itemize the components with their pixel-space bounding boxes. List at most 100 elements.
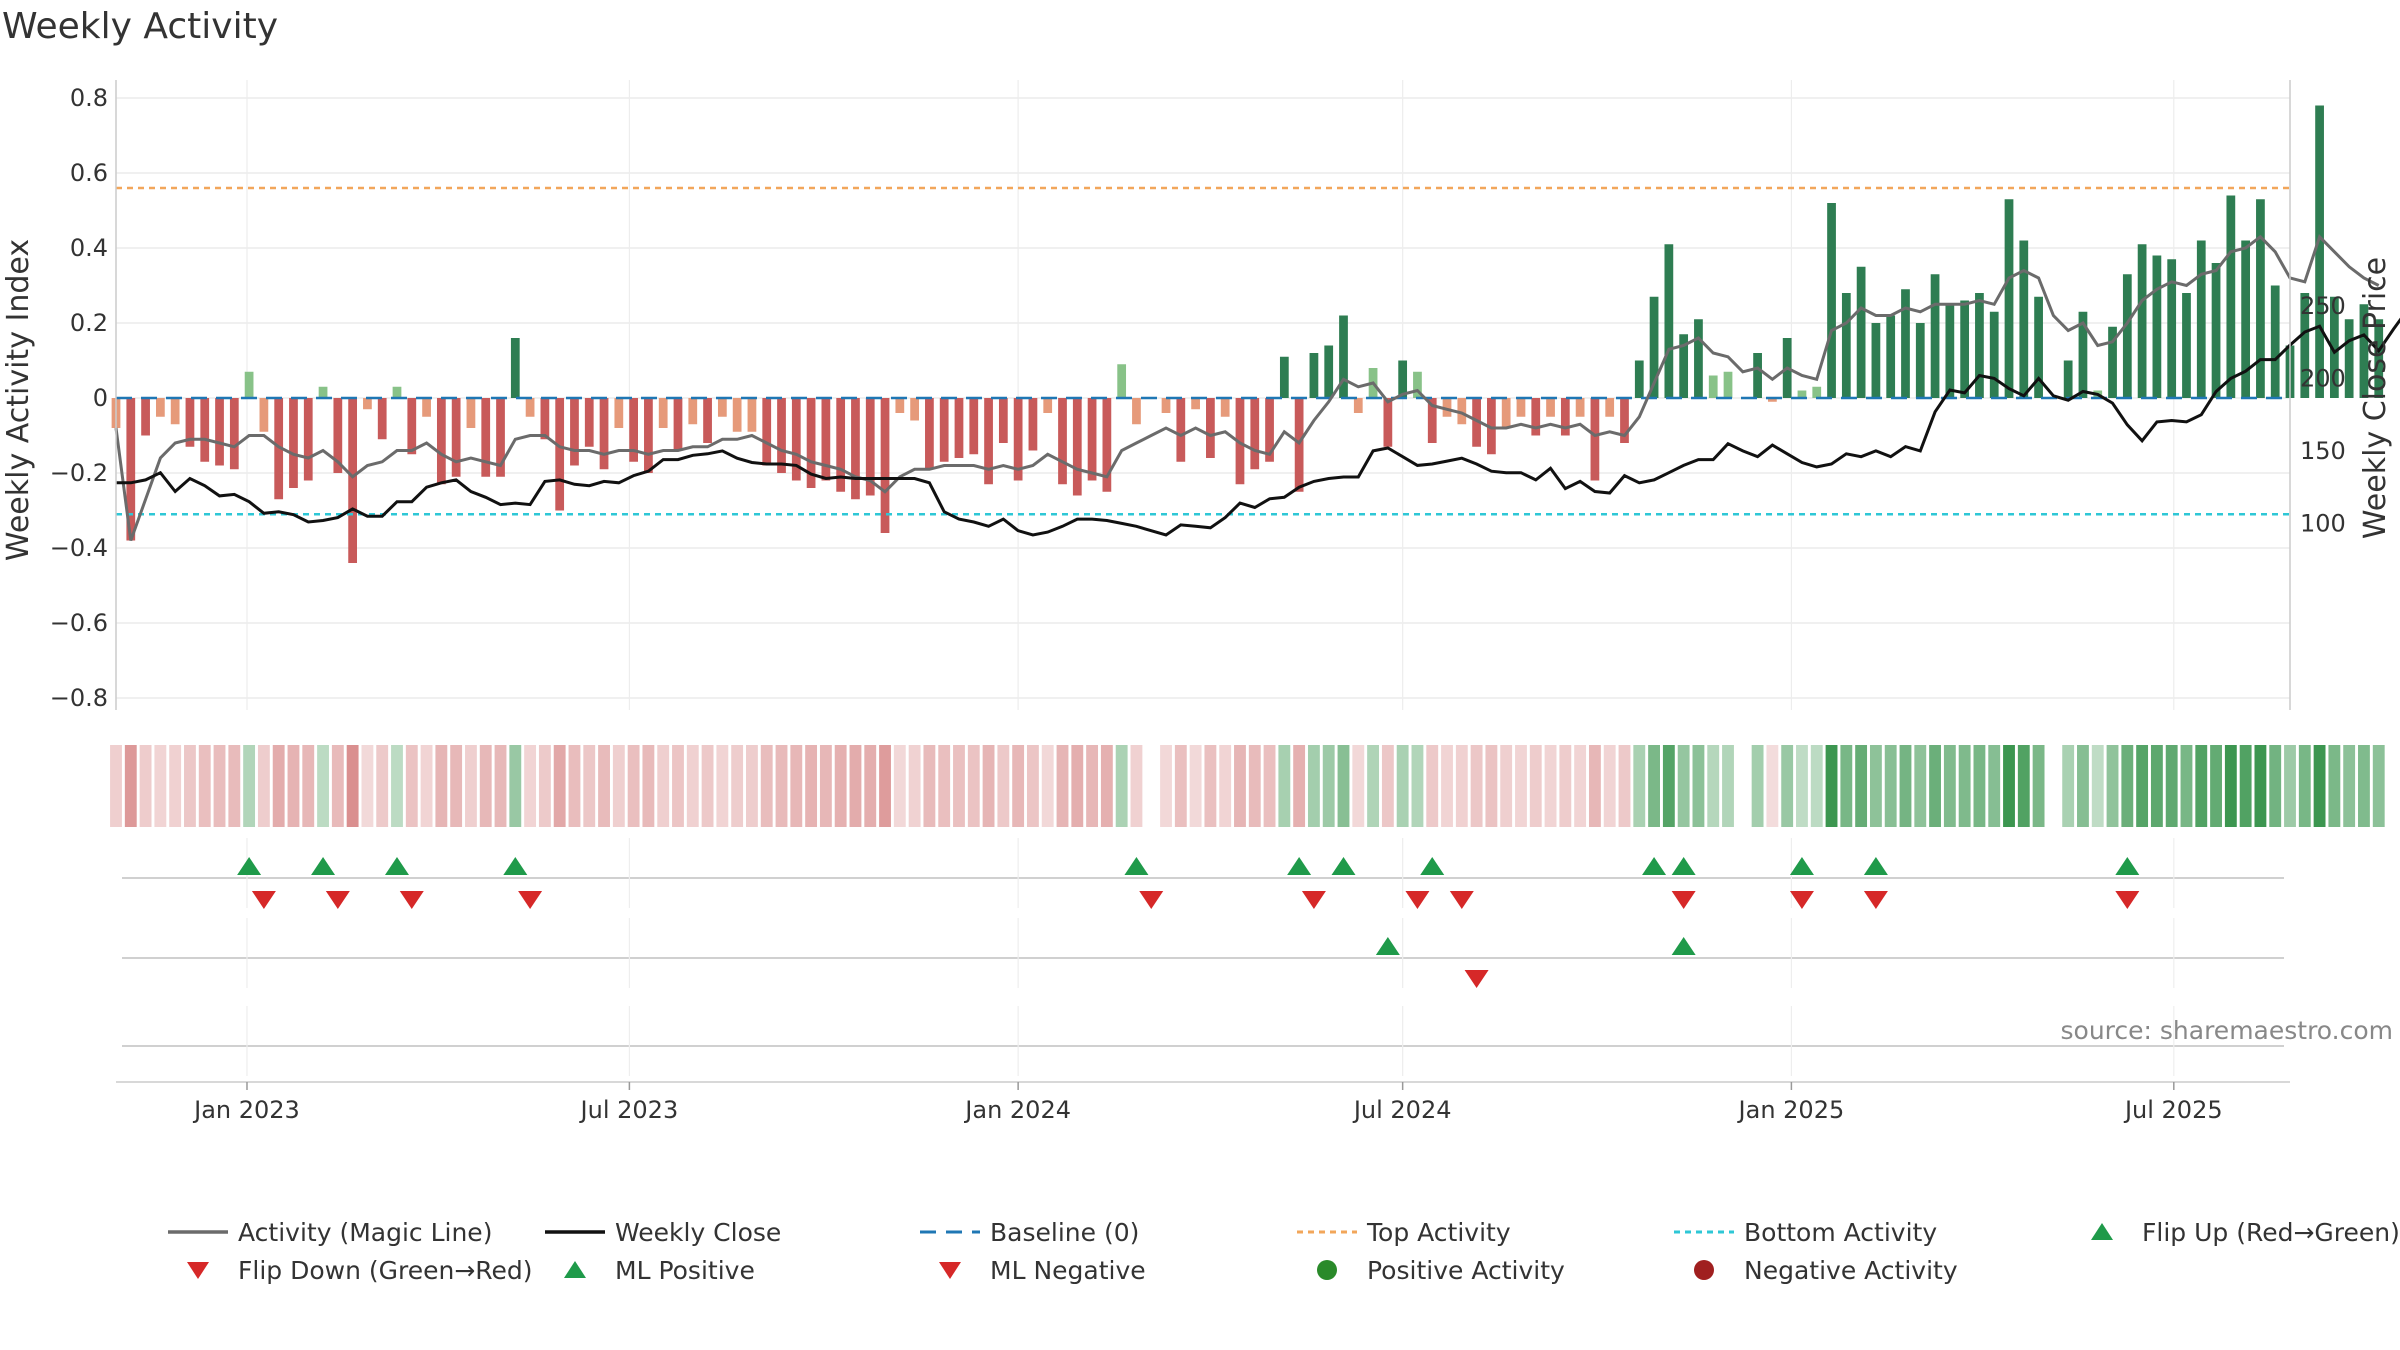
heat-cell	[2224, 745, 2237, 827]
activity-bar	[451, 398, 461, 477]
activity-bar	[629, 398, 638, 462]
y-tick-label: 0.8	[70, 84, 108, 112]
heat-cell	[953, 745, 965, 827]
activity-bar	[570, 398, 579, 466]
heat-cell	[923, 745, 936, 827]
heat-cell	[2313, 745, 2326, 827]
heat-cell	[1840, 745, 1853, 827]
activity-bar	[1427, 398, 1437, 443]
legend-label: Weekly Close	[615, 1218, 781, 1247]
activity-bar	[584, 398, 594, 447]
activity-bar	[215, 398, 224, 466]
heat-cell	[568, 745, 581, 827]
flip-down-marker	[1405, 891, 1430, 909]
activity-bar	[540, 398, 550, 440]
y2-tick-label: 100	[2300, 509, 2346, 537]
activity-bar	[2270, 285, 2280, 398]
activity-bar	[1442, 398, 1452, 417]
flip-down-marker	[251, 891, 276, 909]
y-tick-label: 0.6	[70, 159, 108, 187]
heat-cell	[1293, 745, 1306, 827]
heat-cell	[1825, 745, 1838, 827]
y-tick-label: −0.6	[50, 609, 108, 637]
activity-bar	[318, 386, 328, 398]
heat-cell	[184, 745, 196, 827]
x-tick-label: Jul 2023	[579, 1096, 679, 1124]
activity-bar	[1975, 293, 1984, 398]
activity-bar	[717, 398, 727, 417]
activity-bar	[1206, 398, 1215, 458]
activity-bar	[2063, 360, 2073, 398]
activity-bar	[1546, 398, 1555, 417]
legend-label: Activity (Magic Line)	[238, 1218, 492, 1247]
heat-cell	[627, 745, 640, 827]
y-tick-label: 0	[93, 384, 108, 412]
activity-bar	[200, 398, 210, 462]
heat-cell	[2254, 745, 2267, 827]
activity-bar	[1413, 371, 1422, 398]
heat-cell	[154, 745, 167, 827]
heat-cell	[2269, 745, 2282, 827]
activity-bar	[2226, 195, 2236, 398]
heat-cell	[1381, 745, 1394, 827]
x-tick-label: Jan 2025	[1737, 1096, 1845, 1124]
activity-bar	[2004, 199, 2014, 398]
heat-cell	[287, 745, 300, 827]
heat-cell	[1100, 745, 1113, 827]
activity-bar	[732, 398, 742, 432]
heat-cell	[2298, 745, 2311, 827]
heat-cell	[1529, 745, 1542, 827]
activity-bar	[806, 398, 816, 488]
activity-bar	[1856, 266, 1866, 398]
activity-bar	[2344, 319, 2354, 398]
activity-bar	[880, 398, 890, 533]
activity-bar	[1753, 353, 1762, 398]
activity-bar	[289, 398, 298, 488]
heat-cell	[257, 745, 270, 827]
heat-cell	[213, 745, 226, 827]
flip-up-marker	[1287, 857, 1312, 875]
heat-cell	[598, 745, 610, 827]
heat-cell	[1988, 745, 2001, 827]
heat-cell	[642, 745, 655, 827]
activity-bar	[1487, 398, 1496, 455]
heat-cell	[2343, 745, 2356, 827]
heat-cell	[1012, 745, 1025, 827]
activity-bar	[1058, 398, 1067, 485]
flip-up-marker	[1420, 857, 1445, 875]
flip-down-marker	[1301, 891, 1326, 909]
heat-cell	[864, 745, 877, 827]
heat-cell	[1707, 745, 1720, 827]
heat-cell	[938, 745, 951, 827]
heat-cell	[1485, 745, 1498, 827]
legend-item: Flip Up (Red→Green)	[2091, 1218, 2400, 1247]
flip-up-marker	[384, 857, 409, 875]
heat-cell	[2062, 745, 2075, 827]
activity-bar	[348, 398, 358, 563]
heat-cell	[317, 745, 329, 827]
flip-down-marker	[399, 891, 424, 909]
heat-cell	[849, 745, 862, 827]
chart-title: Weekly Activity	[2, 6, 278, 47]
activity-bar	[2152, 255, 2162, 398]
legend-dot-icon	[1694, 1260, 1714, 1280]
activity-bar	[377, 398, 387, 440]
activity-bar	[865, 398, 875, 496]
flip-down-marker	[518, 891, 543, 909]
legend-triangle-up-icon	[564, 1261, 586, 1278]
activity-bar	[1590, 398, 1600, 481]
activity-bar	[2315, 105, 2324, 398]
heat-cell	[1352, 745, 1365, 827]
heat-cell	[1470, 745, 1483, 827]
heat-cell	[1056, 745, 1069, 827]
axes: 0.8 0.6 0.4 0.2 0 −0.2 −0.4 −0.6 −0.8 100 150 200 25…	[50, 80, 2346, 712]
y2-axis-label: Weekly Close Price	[2358, 257, 2393, 539]
activity-bar	[555, 398, 565, 511]
activity-bar	[141, 398, 150, 436]
y-tick-label: 0.4	[70, 234, 108, 262]
legend-label: Flip Up (Red→Green)	[2142, 1218, 2400, 1247]
heat-cell	[1189, 745, 1202, 827]
activity-bar	[910, 398, 919, 421]
activity-bar	[2182, 293, 2191, 398]
heat-cell	[1263, 745, 1276, 827]
